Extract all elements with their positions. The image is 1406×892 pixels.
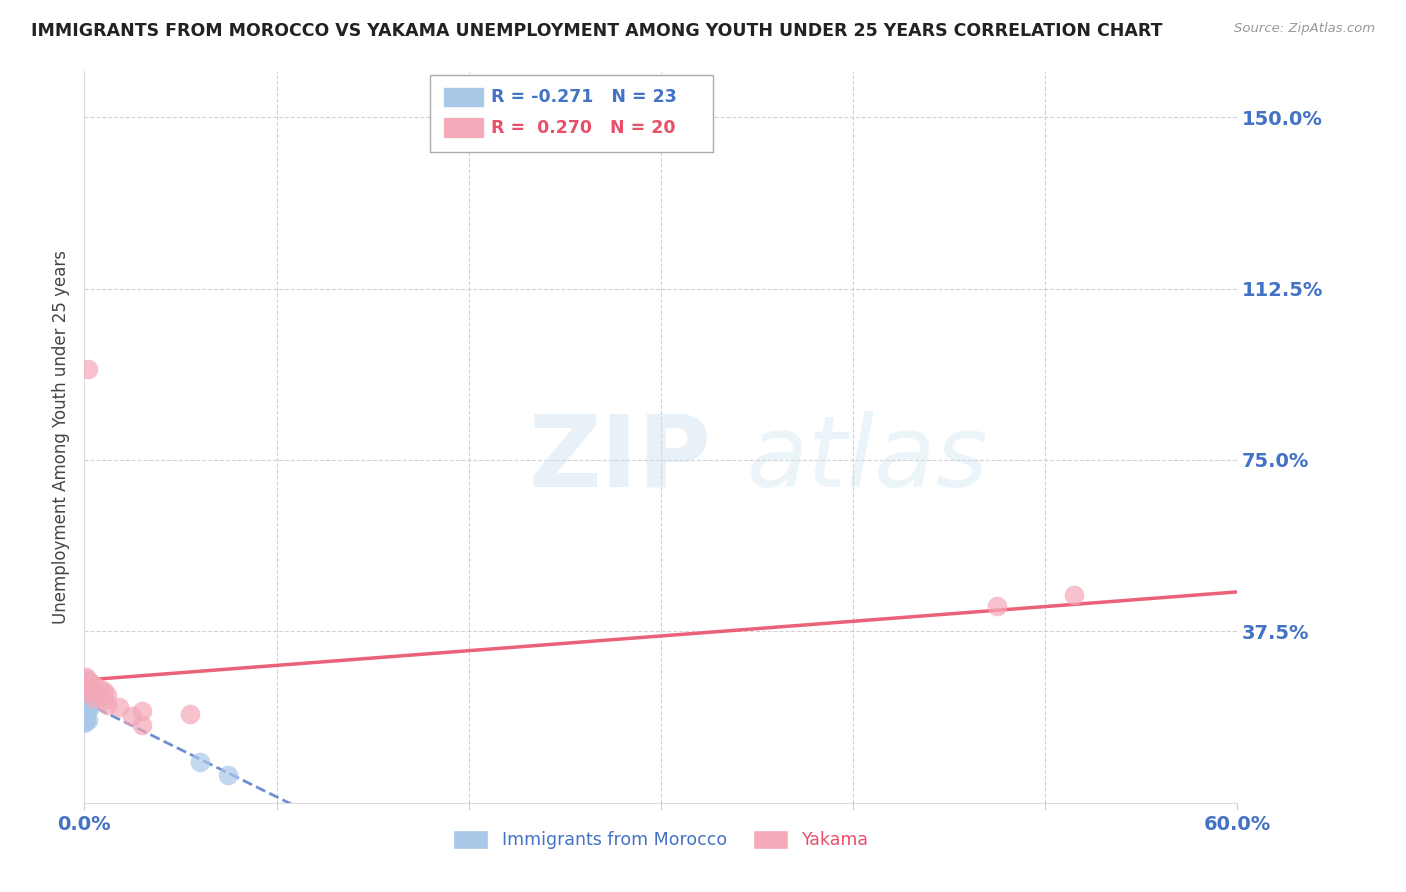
- FancyBboxPatch shape: [430, 75, 713, 152]
- Text: R =  0.270   N = 20: R = 0.270 N = 20: [491, 119, 676, 136]
- Point: [108, 699, 131, 714]
- Point: [77, 713, 100, 727]
- FancyBboxPatch shape: [443, 118, 485, 138]
- Point: [77, 702, 100, 716]
- Point: [79, 699, 101, 714]
- Y-axis label: Unemployment Among Youth under 25 years: Unemployment Among Youth under 25 years: [52, 250, 70, 624]
- Point: [75, 714, 97, 728]
- Point: [179, 706, 201, 721]
- Point: [83, 685, 105, 699]
- Point: [79, 674, 101, 689]
- Point: [77, 679, 100, 693]
- Point: [75, 670, 97, 684]
- Point: [73, 714, 96, 729]
- Point: [986, 599, 1008, 614]
- Point: [73, 709, 96, 723]
- Text: atlas: atlas: [748, 410, 988, 508]
- Point: [75, 698, 97, 713]
- Point: [83, 678, 105, 692]
- Point: [80, 683, 103, 698]
- Point: [73, 674, 96, 689]
- Point: [75, 679, 97, 693]
- Point: [131, 705, 153, 719]
- Point: [1063, 588, 1085, 602]
- Text: R = -0.271   N = 23: R = -0.271 N = 23: [491, 88, 678, 106]
- Point: [77, 698, 100, 712]
- Point: [84, 687, 107, 701]
- Point: [83, 690, 105, 705]
- Text: ZIP: ZIP: [529, 410, 711, 508]
- Point: [121, 709, 143, 723]
- Point: [188, 755, 211, 769]
- Point: [75, 711, 97, 725]
- Point: [73, 715, 96, 730]
- Point: [79, 686, 101, 700]
- Point: [79, 695, 101, 709]
- Point: [96, 689, 118, 703]
- Point: [75, 673, 97, 687]
- Text: Source: ZipAtlas.com: Source: ZipAtlas.com: [1234, 22, 1375, 36]
- FancyBboxPatch shape: [443, 87, 485, 107]
- Point: [79, 682, 101, 697]
- Point: [96, 698, 118, 712]
- Point: [77, 361, 100, 376]
- Text: IMMIGRANTS FROM MOROCCO VS YAKAMA UNEMPLOYMENT AMONG YOUTH UNDER 25 YEARS CORREL: IMMIGRANTS FROM MOROCCO VS YAKAMA UNEMPL…: [31, 22, 1163, 40]
- Point: [89, 682, 111, 697]
- Point: [218, 768, 240, 782]
- Point: [73, 673, 96, 687]
- Point: [87, 689, 110, 703]
- Point: [131, 718, 153, 732]
- Point: [93, 693, 115, 707]
- Point: [75, 705, 97, 719]
- Legend: Immigrants from Morocco, Yakama: Immigrants from Morocco, Yakama: [446, 823, 876, 856]
- Point: [73, 706, 96, 721]
- Point: [93, 683, 115, 698]
